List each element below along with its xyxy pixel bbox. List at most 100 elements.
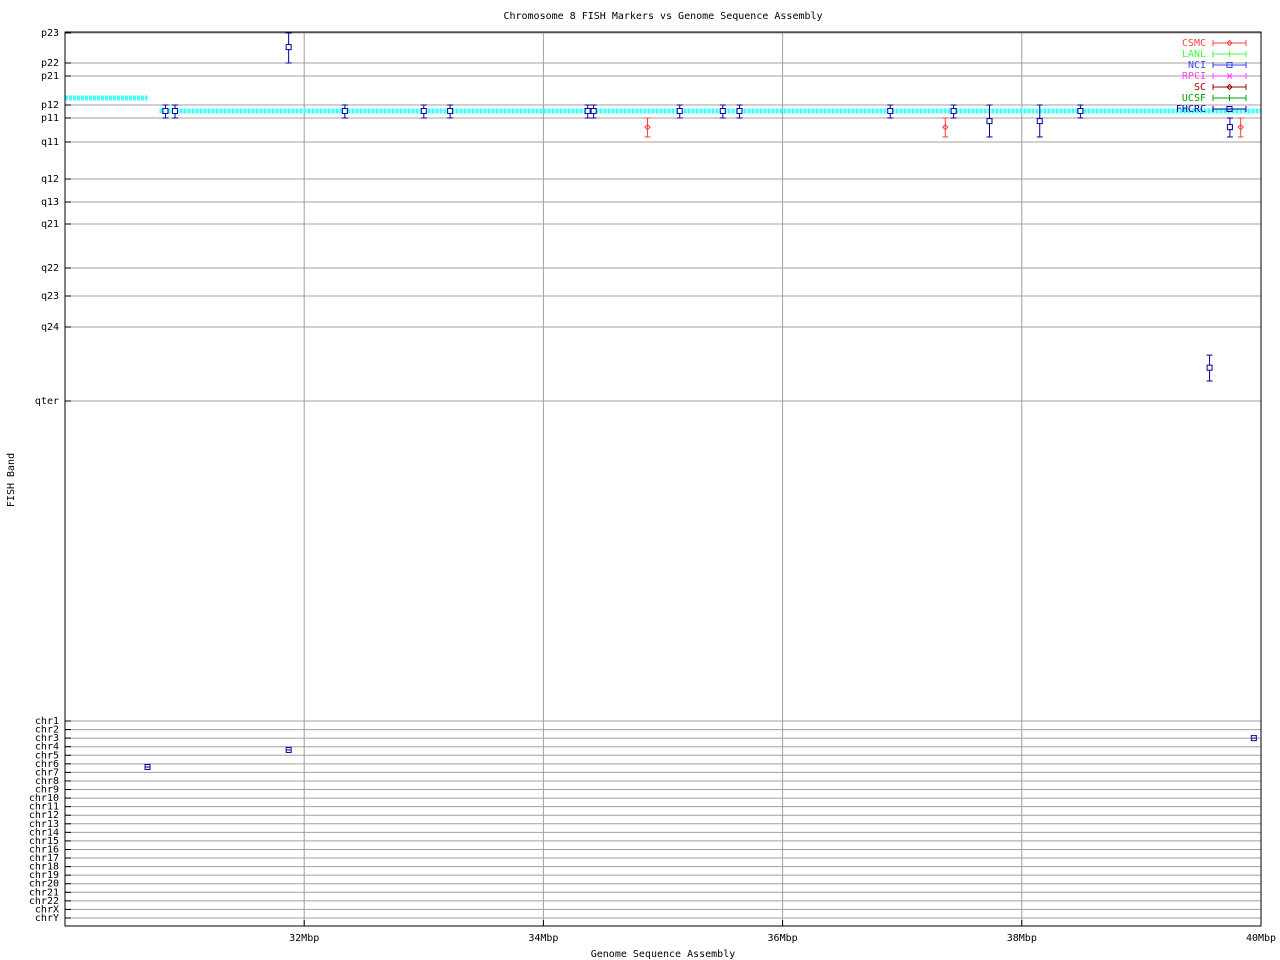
data-point [950, 104, 957, 119]
data-point [644, 117, 651, 138]
legend-label: FHCRC [1176, 104, 1206, 115]
legend-label: CSMC [1182, 38, 1206, 49]
x-tick-label: 40Mbp [1246, 933, 1276, 944]
square-marker [1206, 364, 1213, 371]
legend-entry-sc: SC [1194, 82, 1247, 93]
chr-tick-label: chrY [35, 913, 59, 924]
chr-tick-label: chr1 [35, 716, 59, 727]
data-point [887, 104, 894, 119]
band-tick-label: q24 [41, 322, 59, 333]
band-tick-label: p22 [41, 58, 59, 69]
x-marker [1226, 73, 1233, 79]
square-marker [447, 107, 454, 114]
square-marker [162, 107, 169, 114]
square-marker [986, 118, 993, 125]
x-tick-label: 36Mbp [768, 933, 798, 944]
data-point [942, 117, 949, 138]
diamond-marker [1226, 39, 1233, 47]
legend-entry-fhcrc: FHCRC [1176, 104, 1247, 115]
legend-label: RPCI [1182, 71, 1206, 82]
data-point [1226, 117, 1233, 138]
data-point [590, 104, 597, 119]
chr-tick-label: chr10 [29, 793, 59, 804]
chart-title: Chromosome 8 FISH Markers vs Genome Sequ… [503, 11, 822, 22]
chr-tick-label: chr20 [29, 879, 59, 890]
legend-entry-lanl: LANL [1182, 49, 1247, 60]
chr-point [144, 763, 151, 770]
chr-tick-label: chr7 [35, 767, 59, 778]
chr-tick-label: chr11 [29, 802, 59, 813]
data-point [719, 104, 726, 119]
square-marker [1226, 106, 1233, 112]
chr-point [285, 746, 292, 753]
band-tick-label: q13 [41, 197, 59, 208]
square-marker [1077, 107, 1084, 114]
legend-entry-nci: NCI [1188, 60, 1247, 71]
data-point [447, 104, 454, 119]
data-point [285, 32, 292, 64]
chr-tick-label: chr17 [29, 853, 59, 864]
data-point [341, 104, 348, 119]
square-marker [676, 107, 683, 114]
y-axis-label: FISH Band [6, 453, 17, 507]
legend-label: LANL [1182, 49, 1206, 60]
data-point [1077, 104, 1084, 119]
square-marker [1226, 62, 1233, 68]
chr-tick-label: chr2 [35, 725, 59, 736]
band-tick-label: q11 [41, 137, 59, 148]
chr-tick-label: chr14 [29, 827, 59, 838]
data-point [162, 104, 169, 119]
chr-tick-label: chrX [35, 904, 59, 915]
data-point [1036, 104, 1043, 138]
square-marker [420, 107, 427, 114]
chr-tick-label: chr18 [29, 862, 59, 873]
square-marker [887, 107, 894, 114]
plot-frame [64, 31, 1262, 927]
square-marker [584, 107, 591, 114]
grid: p23 p22 p21 p12 p11 q11 q12 q13 q21 q22 q23 q24 qter… [29, 28, 1276, 944]
data-point [584, 104, 591, 119]
data-point [676, 104, 683, 119]
band-tick-label: p11 [41, 113, 59, 124]
x-tick-label: 34Mbp [528, 933, 558, 944]
data-point [420, 104, 427, 119]
diamond-marker [942, 123, 949, 131]
legend-label: UCSF [1182, 93, 1206, 104]
chr-tick-label: chr4 [35, 742, 59, 753]
square-marker [285, 44, 292, 51]
band-tick-label: q12 [41, 174, 59, 185]
chr-tick-label: chr6 [35, 759, 59, 770]
square-marker [172, 107, 179, 114]
square-marker [736, 107, 743, 114]
band-tick-label: q23 [41, 291, 59, 302]
data-point [736, 104, 743, 119]
diamond-marker [1226, 83, 1233, 91]
chr-tick-label: chr15 [29, 836, 59, 847]
chr-tick-label: chr5 [35, 750, 59, 761]
x-axis-label: Genome Sequence Assembly [591, 949, 736, 960]
diamond-marker [644, 123, 651, 131]
chr-tick-label: chr19 [29, 870, 59, 881]
data-point [1206, 354, 1213, 382]
band-tick-label: qter [35, 396, 59, 407]
legend-entry-ucsf: UCSF [1182, 93, 1247, 104]
x-tick-label: 32Mbp [289, 933, 319, 944]
chr-tick-label: chr22 [29, 896, 59, 907]
chr-tick-label: chr21 [29, 887, 59, 898]
square-marker [341, 107, 348, 114]
square-marker [590, 107, 597, 114]
legend-label: NCI [1188, 60, 1206, 71]
data-point [172, 104, 179, 119]
legend-entry-csmc: CSMC [1182, 38, 1247, 49]
band-tick-label: p21 [41, 71, 59, 82]
data-point [986, 104, 993, 138]
band-tick-label: q22 [41, 263, 59, 274]
chr-point [1250, 735, 1257, 742]
square-marker [719, 107, 726, 114]
chr-tick-label: chr3 [35, 733, 59, 744]
band-tick-label: p23 [41, 28, 59, 39]
marks [65, 32, 1261, 770]
chr-tick-label: chr12 [29, 810, 59, 821]
chr-tick-label: chr8 [35, 776, 59, 787]
